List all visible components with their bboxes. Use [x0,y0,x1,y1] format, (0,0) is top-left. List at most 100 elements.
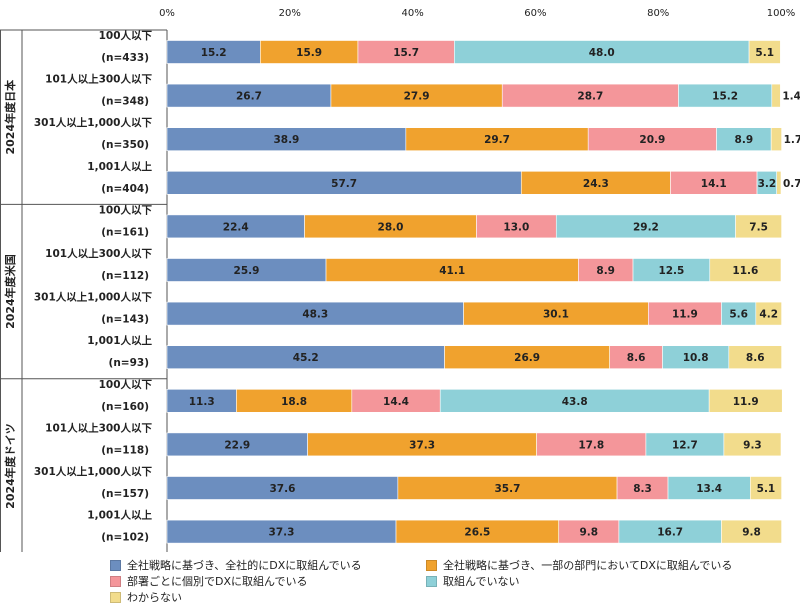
data-label: 5.6 [729,309,748,321]
data-label: 4.2 [759,309,778,321]
data-label: 57.7 [331,178,357,190]
legend-item-not-working: 取組んでいない [426,573,519,589]
data-label: 1.7 [784,134,800,146]
data-label: 30.1 [543,309,569,321]
data-label: 5.1 [755,47,774,59]
bar-segment [735,214,782,239]
row-n-label: (n=161) [101,226,149,238]
bar-segment [728,345,782,370]
group-label: 2024年度米国 [3,254,17,329]
data-label: 28.0 [378,221,404,233]
data-label: 41.1 [439,265,465,277]
row-n-label: (n=348) [101,96,149,108]
x-tick-label: 100% [767,8,796,19]
bar-segment [748,40,781,64]
bar-segment [721,519,782,544]
legend-item-some-departments: 全社戦略に基づき、一部の部門においてDXに取組んでいる [426,557,732,573]
legend-swatch-not-working [426,575,437,587]
row-n-label: (n=160) [101,401,149,413]
legend-swatch-some-departments [426,559,437,571]
row-category-label: 301人以上1,000人以下 [34,291,153,304]
data-label: 43.8 [562,396,588,408]
data-label: 27.9 [404,91,430,103]
data-label: 26.7 [236,91,262,103]
data-label: 22.9 [224,439,250,451]
x-tick-label: 80% [647,8,669,19]
bar-segment [771,83,781,108]
bar-segment [755,301,782,326]
data-label: 24.3 [583,178,609,190]
data-label: 9.8 [580,527,599,539]
data-label: 29.2 [633,221,659,233]
data-label: 9.3 [743,439,762,451]
legend-swatch-company-wide [110,559,121,571]
data-label: 12.5 [658,265,684,277]
data-label: 9.8 [742,527,761,539]
data-label: 37.6 [269,483,295,495]
data-label: 15.2 [201,47,227,59]
data-label: 13.4 [696,483,722,495]
group-label: 2024年度ドイツ [3,423,17,509]
legend-label-some-departments: 全社戦略に基づき、一部の部門においてDXに取組んでいる [443,559,733,572]
data-label: 45.2 [293,352,319,364]
data-label: 12.7 [672,439,698,451]
row-category-label: 1,001人以上 [87,509,152,522]
bar-segment [770,127,782,151]
data-label: 0.7 [783,178,800,190]
data-label: 11.6 [732,265,758,277]
row-category-label: 101人以上300人以下 [45,247,152,260]
row-category-label: 301人以上1,000人以下 [34,116,153,129]
data-label: 16.7 [657,527,683,539]
legend-swatch-unknown [110,591,121,603]
bar-segment [749,476,782,500]
x-tick-label: 60% [524,8,546,19]
data-label: 28.7 [577,91,603,103]
bar-segment [723,432,782,457]
data-label: 48.0 [589,47,615,59]
data-label: 14.4 [383,396,409,408]
legend-item-unknown: わからない [110,589,182,605]
data-label: 10.8 [683,352,709,364]
data-label: 11.9 [672,309,698,321]
legend-item-individual-departments: 部署ごとに個別でDXに取組んでいる [110,573,307,589]
row-n-label: (n=143) [101,314,149,326]
bar-segment [709,258,782,282]
row-n-label: (n=404) [101,183,149,195]
data-label: 15.2 [712,91,738,103]
row-n-label: (n=118) [101,444,149,456]
row-category-label: 100人以下 [99,378,153,391]
stacked-bar-chart: 0% 20% 40% 60% 80% 100% 2024年度日本 100人以下 (n=433) 1… [0,8,800,552]
data-label: 8.9 [735,134,754,146]
row-n-label: (n=102) [101,532,149,544]
data-label: 48.3 [302,309,328,321]
row-category-label: 100人以下 [99,203,153,216]
row-category-label: 1,001人以上 [87,334,152,347]
legend-label-unknown: わからない [127,591,182,604]
group-label: 2024年度日本 [3,80,17,155]
data-label: 37.3 [409,439,435,451]
data-label: 11.3 [189,396,215,408]
data-label: 14.1 [701,178,727,190]
x-tick-label: 20% [279,8,301,19]
data-label: 1.4 [782,91,800,103]
data-label: 15.9 [296,47,322,59]
row-category-label: 101人以上300人以下 [45,73,152,86]
data-label: 13.0 [503,221,529,233]
row-category-label: 101人以上300人以下 [45,421,152,434]
data-label: 25.9 [234,265,260,277]
data-label: 22.4 [223,221,249,233]
data-label: 8.6 [746,352,765,364]
row-category-label: 301人以上1,000人以下 [34,465,153,478]
legend-label-individual-departments: 部署ごとに個別でDXに取組んでいる [127,575,308,588]
data-label: 29.7 [484,134,510,146]
row-n-label: (n=433) [101,52,149,64]
data-label: 3.2 [758,178,777,190]
legend-item-company-wide: 全社戦略に基づき、全社的にDXに取組んでいる [110,557,362,573]
data-label: 17.8 [578,439,604,451]
data-label: 8.9 [596,265,615,277]
row-category-label: 100人以下 [99,29,153,42]
data-label: 11.9 [733,396,759,408]
data-label: 8.6 [627,352,646,364]
legend-label-company-wide: 全社戦略に基づき、全社的にDXに取組んでいる [127,559,362,572]
x-tick-label: 0% [159,8,175,19]
